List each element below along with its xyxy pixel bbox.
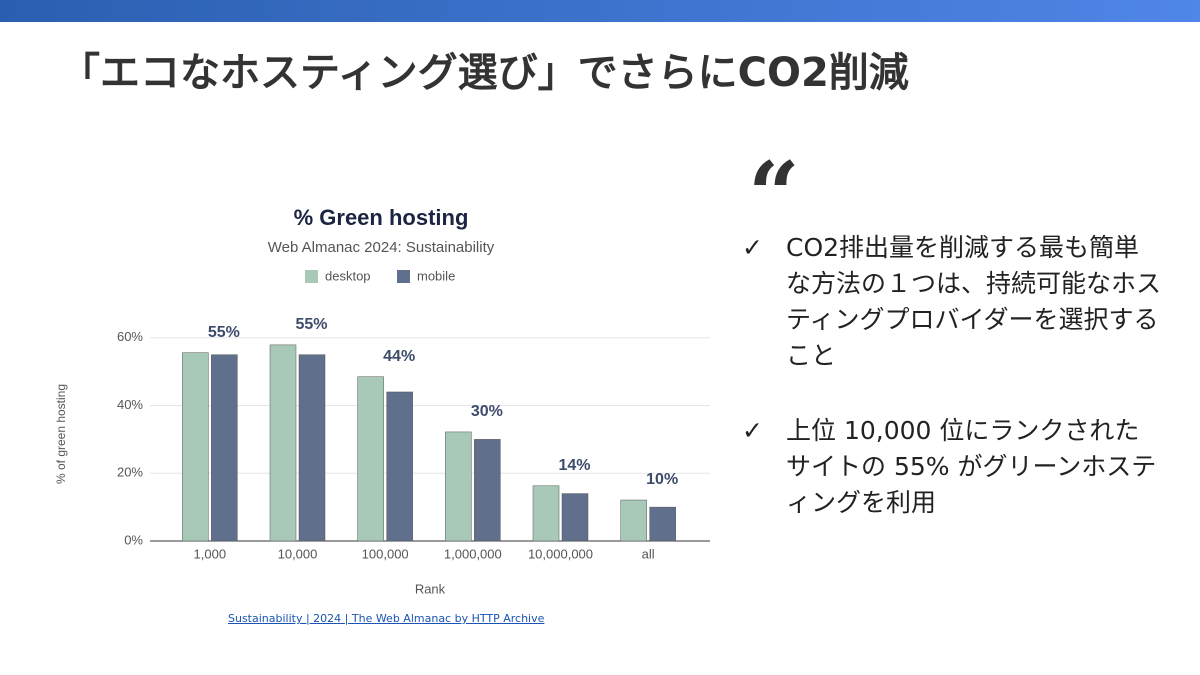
top-bar [0,0,1200,22]
bar [649,506,676,542]
bullet-text: 上位 10,000 位にランクされたサイトの 55% がグリーンホスティングを利… [786,416,1157,517]
x-tick-label: all [642,546,655,561]
bar [445,431,472,542]
bar [561,493,589,542]
chart: % Green hosting Web Almanac 2024: Sustai… [54,205,710,596]
y-tick-label: 40% [117,397,143,412]
bullet: ✓ CO2排出量を削減する最も簡単な方法の１つは、持続可能なホスティングプロバイダ… [742,230,1162,374]
y-tick-label: 60% [117,329,143,344]
y-axis-label: % of green hosting [54,384,68,484]
x-tick-label: 10,000,000 [528,546,593,561]
y-tick-label: 20% [117,465,143,480]
legend-swatch [397,270,410,283]
value-label: 44% [383,348,415,365]
value-label: 30% [471,403,503,420]
x-tick-label: 1,000 [194,546,227,561]
value-label: 14% [558,457,590,474]
bar [386,391,413,542]
legend-label: mobile [417,268,455,283]
bar [474,439,501,542]
bar [357,376,384,542]
y-tick-label: 0% [124,532,143,547]
bar [182,352,209,542]
bar [269,344,297,542]
value-label: 10% [646,471,678,488]
bar [298,354,326,542]
value-label: 55% [208,324,240,341]
value-label: 55% [295,316,327,333]
bullet: ✓ 上位 10,000 位にランクされたサイトの 55% がグリーンホスティングを… [742,413,1162,521]
x-axis-label: Rank [415,581,446,596]
bar [620,499,647,542]
bar [211,354,238,542]
x-tick-label: 100,000 [362,546,409,561]
legend-swatch [305,270,318,283]
x-tick-label: 1,000,000 [444,546,502,561]
chart-title: % Green hosting [294,205,469,230]
slide-title: 「エコなホスティング選び」でさらにCO2削減 [60,50,909,96]
legend-label: desktop [325,268,371,283]
bar [532,485,560,542]
bullet-text: CO2排出量を削減する最も簡単な方法の１つは、持続可能なホスティングプロバイダー… [786,233,1162,370]
chart-subtitle: Web Almanac 2024: Sustainability [268,239,495,256]
x-tick-label: 10,000 [278,546,318,561]
source-link[interactable]: Sustainability | 2024 | The Web Almanac … [228,612,545,625]
quote-mark: “ [748,142,800,248]
